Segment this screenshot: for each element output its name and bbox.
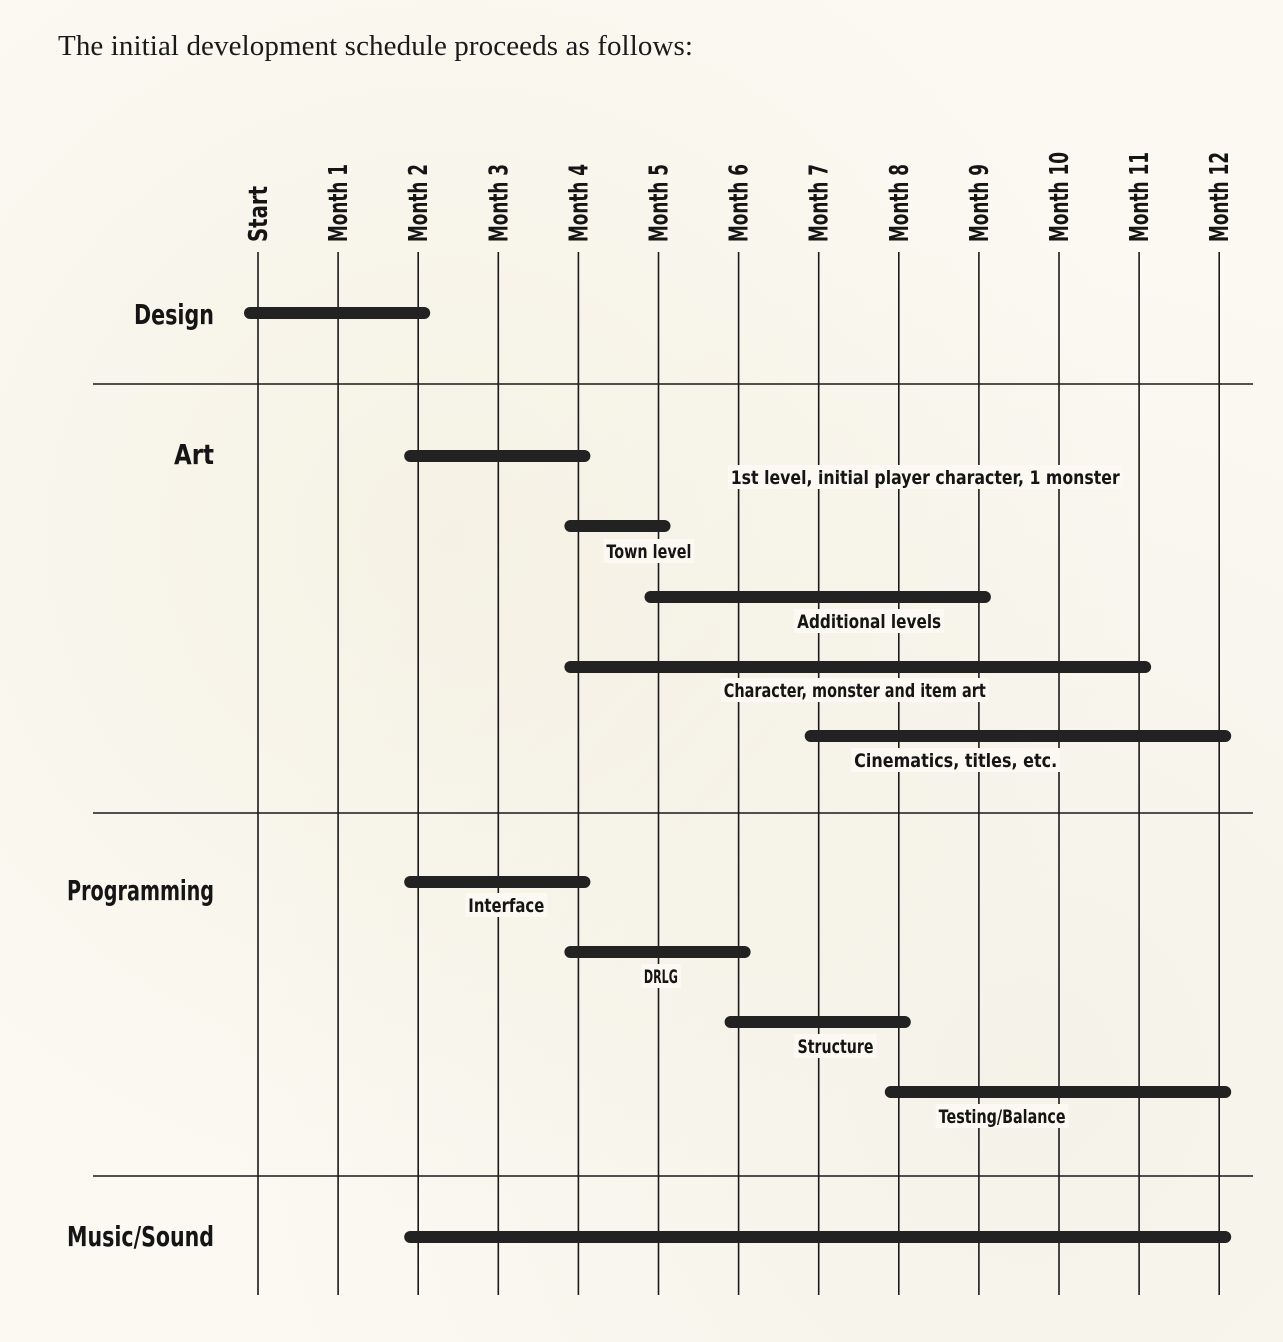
month-label: Start: [244, 186, 274, 242]
task-label: Interface: [468, 895, 544, 917]
month-label: Month 6: [725, 164, 755, 242]
category-label: Design: [134, 298, 214, 331]
month-label: Month 8: [885, 164, 915, 242]
month-label: Month 1: [324, 164, 354, 242]
task-label-background: [794, 609, 945, 633]
task-label-background: [851, 748, 1061, 772]
task-label-background: [720, 678, 989, 702]
task-label: Structure: [798, 1036, 874, 1058]
intro-text: The initial development schedule proceed…: [58, 30, 694, 62]
category-label: Programming: [67, 874, 214, 907]
category-label: Music/Sound: [67, 1220, 214, 1253]
task-label-background: [640, 964, 681, 988]
task-label: Cinematics, titles, etc.: [854, 750, 1057, 772]
task-label: Testing/Balance: [939, 1106, 1066, 1128]
task-label: Town level: [606, 541, 691, 563]
month-label: Month 2: [404, 164, 434, 242]
month-label: Month 11: [1125, 152, 1155, 242]
month-label: Month 5: [645, 164, 675, 242]
task-label-background: [794, 1034, 877, 1058]
task-label-background: [727, 465, 1123, 489]
month-label: Month 12: [1205, 152, 1235, 242]
task-label: 1st level, initial player character, 1 m…: [731, 467, 1121, 489]
task-label-background: [465, 893, 548, 917]
month-label: Month 7: [805, 164, 835, 242]
task-label-background: [603, 539, 695, 563]
month-label: Month 9: [965, 164, 995, 242]
month-label: Month 10: [1045, 152, 1075, 242]
task-label: Character, monster and item art: [724, 680, 986, 702]
category-label: Art: [174, 438, 214, 471]
task-label-background: [935, 1104, 1069, 1128]
month-label: Month 4: [564, 164, 594, 242]
task-label: DRLG: [644, 966, 678, 988]
task-label: Additional levels: [797, 611, 941, 633]
month-label: Month 3: [484, 164, 514, 242]
